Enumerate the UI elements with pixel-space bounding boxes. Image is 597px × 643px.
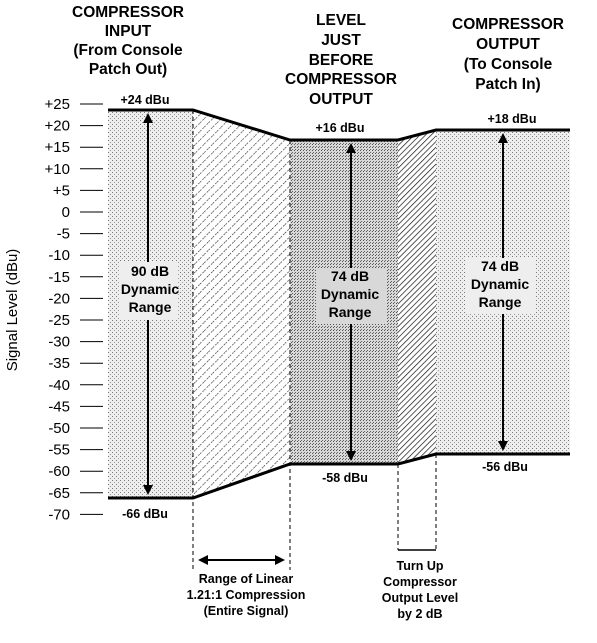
y-tick-label: -5 — [57, 226, 70, 243]
y-tick-label: -55 — [48, 442, 70, 459]
svg-text:74 dB: 74 dB — [481, 258, 519, 274]
svg-text:1.21:1 Compression: 1.21:1 Compression — [187, 588, 306, 602]
header-middle: LEVEL JUST BEFORE COMPRESSOR OUTPUT — [285, 12, 397, 108]
y-tick-label: -45 — [48, 398, 70, 415]
y-tick-label: -60 — [48, 463, 70, 480]
middle-top-level: +16 dBu — [316, 121, 365, 135]
y-tick-label: -30 — [48, 334, 70, 351]
top-level-line — [108, 108, 570, 142]
svg-text:Range of Linear: Range of Linear — [199, 572, 294, 586]
bottom-level-line — [108, 452, 570, 500]
svg-text:(From Console: (From Console — [73, 42, 183, 59]
y-axis-label: Signal Level (dBu) — [4, 249, 21, 372]
svg-text:OUTPUT: OUTPUT — [309, 91, 373, 108]
y-tick-label: -70 — [48, 506, 70, 523]
svg-text:INPUT: INPUT — [105, 23, 152, 40]
svg-text:COMPRESSOR: COMPRESSOR — [72, 4, 184, 21]
input-bottom-level: -66 dBu — [122, 507, 168, 521]
y-tick-label: +20 — [45, 118, 70, 135]
svg-text:COMPRESSOR: COMPRESSOR — [452, 16, 564, 33]
header-input: COMPRESSOR INPUT (From Console Patch Out… — [72, 4, 184, 78]
header-output: COMPRESSOR OUTPUT (To Console Patch In) — [452, 16, 564, 93]
svg-text:JUST: JUST — [321, 32, 361, 49]
svg-text:BEFORE: BEFORE — [309, 52, 374, 69]
svg-text:Patch Out): Patch Out) — [89, 61, 167, 78]
svg-text:(Entire Signal): (Entire Signal) — [204, 604, 289, 618]
y-tick-label: +15 — [45, 139, 70, 156]
svg-text:Patch In): Patch In) — [475, 76, 540, 93]
output-top-level: +18 dBu — [488, 112, 537, 126]
y-tick-label: +5 — [53, 182, 70, 199]
y-tick-label: -25 — [48, 312, 70, 329]
turnup-region — [398, 130, 436, 464]
y-tick-label: +25 — [45, 96, 70, 113]
y-tick-label: 0 — [62, 204, 70, 221]
input-top-level: +24 dBu — [121, 93, 170, 107]
svg-text:LEVEL: LEVEL — [316, 12, 366, 29]
y-tick-label: -65 — [48, 485, 70, 502]
svg-text:Range: Range — [479, 294, 522, 310]
svg-text:90 dB: 90 dB — [131, 263, 169, 279]
output-dynamic-range-label: 74 dB Dynamic Range — [466, 258, 536, 314]
output-bottom-level: -56 dBu — [482, 460, 528, 474]
svg-text:Range: Range — [329, 304, 372, 320]
y-tick-label: -40 — [48, 377, 70, 394]
svg-text:Dynamic: Dynamic — [321, 286, 380, 302]
svg-text:COMPRESSOR: COMPRESSOR — [285, 71, 397, 88]
svg-text:Output Level: Output Level — [382, 591, 458, 605]
svg-text:74 dB: 74 dB — [331, 268, 369, 284]
middle-bottom-level: -58 dBu — [322, 471, 368, 485]
compression-region — [193, 110, 290, 498]
svg-text:Compressor: Compressor — [383, 575, 457, 589]
turnup-note: Turn Up Compressor Output Level by 2 dB — [382, 559, 458, 621]
y-tick-label: -35 — [48, 355, 70, 372]
svg-text:Dynamic: Dynamic — [471, 276, 530, 292]
y-tick-label: -15 — [48, 269, 70, 286]
y-tick-label: -20 — [48, 290, 70, 307]
svg-text:Turn Up: Turn Up — [397, 559, 444, 573]
svg-text:(To Console: (To Console — [464, 56, 553, 73]
middle-dynamic-range-label: 74 dB Dynamic Range — [316, 268, 386, 324]
y-tick-label: -50 — [48, 420, 70, 437]
svg-text:OUTPUT: OUTPUT — [476, 36, 540, 53]
svg-text:by 2 dB: by 2 dB — [397, 607, 442, 621]
input-dynamic-range-label: 90 dB Dynamic Range — [120, 262, 179, 320]
svg-text:Range: Range — [129, 299, 172, 315]
y-tick-label: +10 — [45, 161, 70, 178]
compression-note: Range of Linear 1.21:1 Compression (Enti… — [187, 572, 306, 618]
svg-text:Dynamic: Dynamic — [121, 281, 180, 297]
y-tick-label: -10 — [48, 247, 70, 264]
y-axis-ticks: +25 +20 +15 +10 +5 0 -5 -10 -15 -20 -25 -30 -35 -40 -4… — [45, 96, 103, 523]
